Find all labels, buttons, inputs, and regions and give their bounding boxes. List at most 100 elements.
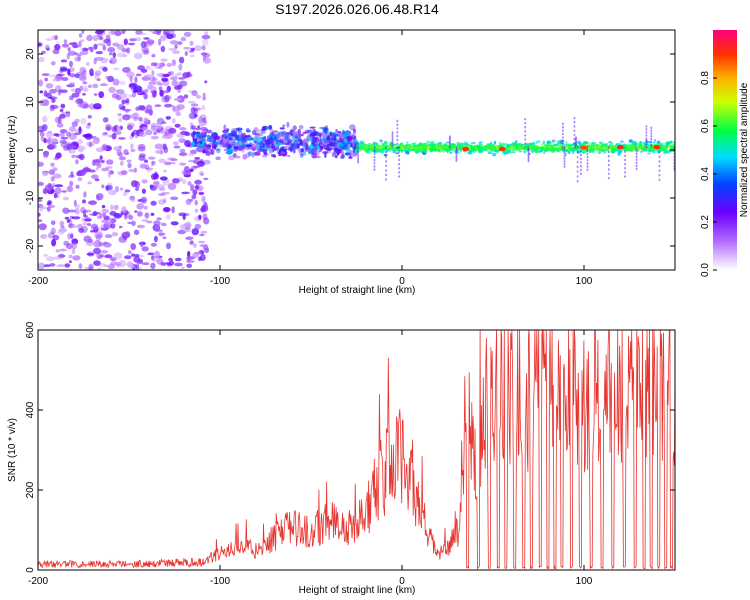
heatmap-cell [43, 264, 51, 268]
heatmap-cell [398, 154, 401, 158]
heatmap-cell [75, 98, 84, 105]
heatmap-cell [93, 158, 103, 163]
heatmap-cell [105, 185, 110, 192]
heatmap-cell [435, 143, 438, 146]
heatmap-cell [53, 256, 63, 260]
heatmap-cell [192, 189, 198, 196]
heatmap-cell [198, 256, 202, 262]
heatmap-cell [118, 225, 123, 229]
heatmap-cell [186, 256, 196, 260]
heatmap-cell [105, 75, 109, 79]
heatmap-cell [150, 62, 158, 66]
heatmap-cell [185, 236, 194, 240]
heatmap-cell [396, 138, 399, 142]
heatmap-cell [255, 152, 261, 156]
y-tick-label: 600 [25, 321, 36, 338]
heatmap-cell [141, 219, 149, 222]
heatmap-cell [201, 204, 209, 212]
heatmap-cell [185, 198, 192, 206]
heatmap-cell [335, 129, 338, 134]
heatmap-cell [586, 155, 589, 159]
heatmap-cell [250, 144, 256, 148]
heatmap-cell [184, 51, 188, 56]
heatmap-cell [190, 141, 195, 148]
heatmap-cell [154, 104, 162, 108]
heatmap-cell [184, 140, 192, 147]
heatmap-cell [156, 258, 164, 265]
heatmap-cell [123, 235, 127, 240]
heatmap-cell [346, 135, 353, 142]
heatmap-cell [455, 151, 458, 155]
heatmap-cell [170, 196, 179, 201]
heatmap-cell [83, 218, 92, 222]
heatmap-cell [227, 144, 232, 149]
heatmap-cell [197, 125, 200, 128]
heatmap-cell [573, 129, 576, 132]
x-tick-label: 100 [576, 576, 593, 587]
heatmap-cell [128, 83, 137, 88]
heatmap-cell [524, 138, 527, 141]
y-tick-label: 400 [25, 401, 36, 418]
heatmap-cell [178, 152, 188, 157]
heatmap-cell [82, 87, 89, 92]
heatmap-cell [88, 141, 93, 148]
heatmap-cell [59, 132, 65, 138]
colorbar-ticks: 0.0 0.2 0.4 0.6 0.8 [700, 71, 717, 277]
heatmap-cell [93, 57, 97, 65]
heatmap-cell [44, 77, 49, 82]
heatmap-cell [90, 229, 95, 233]
heatmap-cell [100, 249, 109, 254]
heatmap-cell [104, 264, 108, 268]
heatmap-cell [203, 217, 210, 225]
heatmap-cell [445, 141, 450, 144]
heatmap-cell [127, 162, 132, 169]
heatmap-cell [47, 130, 53, 134]
heatmap-cell [425, 140, 431, 145]
heatmap-cell [158, 193, 166, 196]
heatmap-cell [63, 240, 70, 246]
heatmap-cell [339, 155, 343, 159]
heatmap-cell [199, 233, 205, 237]
heatmap-cell [122, 108, 132, 112]
spectrogram-x-axis: -200 -100 0 100 [28, 30, 593, 287]
heatmap-cell [183, 46, 191, 50]
heatmap-cell [136, 203, 145, 210]
heatmap-cell [319, 146, 324, 150]
heatmap-cell [670, 140, 673, 144]
heatmap-cell [563, 154, 566, 157]
heatmap-cell [160, 127, 164, 134]
heatmap-cell [334, 155, 338, 159]
heatmap-cell [137, 211, 143, 217]
heatmap-cell [42, 115, 48, 123]
heatmap-cell [316, 155, 321, 159]
heatmap-cell [74, 203, 81, 210]
heatmap-cell [134, 253, 140, 258]
heatmap-cell [174, 44, 178, 49]
heatmap-cell [82, 93, 86, 96]
heatmap-cell [524, 117, 527, 121]
y-tick-label: 20 [25, 48, 36, 60]
heatmap-cell [152, 257, 158, 263]
heatmap-cell [143, 117, 149, 123]
heatmap-cell [172, 141, 179, 146]
heatmap-cell [201, 34, 211, 40]
heatmap-cell [106, 42, 112, 47]
heatmap-cell [141, 179, 148, 184]
heatmap-cell [491, 145, 495, 148]
heatmap-cell [170, 158, 178, 162]
heatmap-cell [203, 131, 207, 138]
heatmap-cell [57, 229, 65, 235]
heatmap-cell [455, 146, 458, 149]
heatmap-cell [543, 144, 549, 147]
heatmap-cell [312, 143, 318, 147]
heatmap-cell [227, 142, 231, 145]
heatmap-cell [111, 133, 117, 140]
heatmap-cell [398, 171, 401, 174]
heatmap-cell [60, 136, 69, 140]
heatmap-cell [658, 178, 661, 182]
heatmap-cell [189, 240, 194, 246]
heatmap-cell [47, 185, 55, 189]
heatmap-cell [38, 223, 47, 231]
heatmap-cell [149, 65, 154, 72]
heatmap-cell [74, 208, 80, 215]
